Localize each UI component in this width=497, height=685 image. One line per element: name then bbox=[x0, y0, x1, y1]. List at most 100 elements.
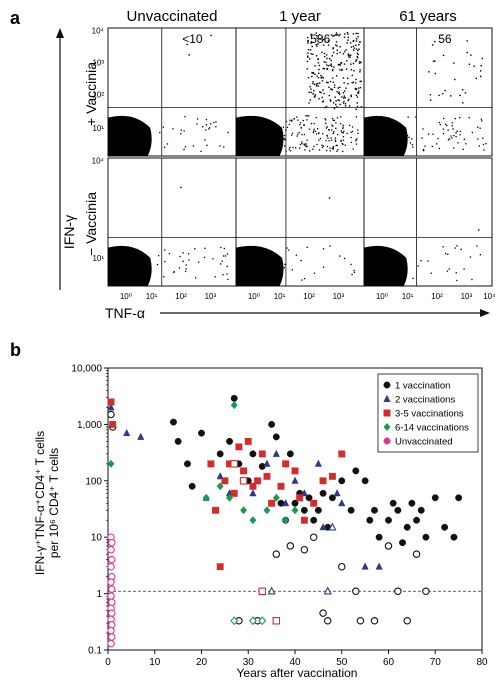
event-dot bbox=[339, 69, 341, 71]
event-dot bbox=[350, 263, 352, 266]
data-point bbox=[263, 472, 271, 480]
event-dot bbox=[442, 133, 445, 135]
event-dot bbox=[307, 52, 309, 54]
event-dot bbox=[436, 143, 438, 145]
event-dot bbox=[343, 97, 345, 99]
event-dot bbox=[205, 124, 208, 126]
data-point bbox=[268, 420, 276, 428]
event-dot bbox=[324, 118, 326, 120]
event-dot bbox=[350, 136, 352, 139]
flow-y-tick: 10³ bbox=[92, 59, 104, 68]
data-point-open bbox=[107, 538, 116, 547]
event-dot bbox=[223, 146, 225, 148]
event-dot bbox=[315, 32, 317, 34]
event-dot bbox=[323, 68, 326, 70]
event-dot bbox=[455, 132, 457, 134]
event-dot bbox=[321, 96, 323, 99]
event-dot bbox=[315, 83, 318, 85]
event-dot bbox=[332, 117, 334, 120]
data-point bbox=[366, 516, 374, 524]
event-dot bbox=[317, 43, 319, 45]
event-dot bbox=[358, 90, 360, 92]
event-dot bbox=[335, 34, 338, 36]
event-dot bbox=[205, 129, 207, 131]
event-dot bbox=[164, 260, 166, 263]
event-dot bbox=[339, 64, 342, 66]
event-dot bbox=[356, 105, 359, 108]
event-dot bbox=[322, 38, 325, 41]
x-tick-label: 10 bbox=[149, 657, 161, 668]
legend-marker bbox=[383, 381, 391, 389]
event-dot bbox=[358, 44, 360, 46]
data-point-open bbox=[370, 617, 379, 625]
legend-label: Unvaccinated bbox=[395, 437, 453, 448]
ifn-gamma-label: IFN-γ bbox=[61, 215, 77, 249]
event-dot bbox=[442, 128, 445, 130]
event-dot bbox=[459, 94, 461, 97]
event-dot bbox=[311, 75, 313, 78]
event-dot bbox=[330, 63, 332, 65]
event-dot bbox=[335, 144, 337, 146]
event-dot bbox=[348, 56, 350, 58]
col-title-unvaccinated: Unvaccinated bbox=[127, 8, 218, 25]
event-dot bbox=[415, 116, 417, 118]
event-dot bbox=[326, 67, 329, 70]
event-dot bbox=[330, 100, 332, 102]
event-dot bbox=[286, 247, 288, 249]
event-dot bbox=[434, 40, 436, 43]
data-point bbox=[328, 472, 336, 480]
event-dot bbox=[355, 82, 357, 84]
event-dot bbox=[214, 276, 216, 278]
data-point bbox=[123, 428, 131, 437]
data-point bbox=[291, 506, 299, 515]
event-dot bbox=[308, 102, 310, 104]
event-dot bbox=[305, 115, 307, 117]
event-dot bbox=[318, 64, 321, 67]
event-dot bbox=[325, 139, 327, 142]
event-dot bbox=[303, 124, 306, 126]
cell-population-blob bbox=[364, 115, 408, 156]
event-dot bbox=[357, 32, 359, 35]
event-count: 56 bbox=[438, 32, 452, 46]
event-dot bbox=[348, 54, 350, 56]
event-dot bbox=[471, 131, 473, 134]
event-dot bbox=[462, 89, 464, 91]
data-point bbox=[352, 467, 360, 475]
series-6-14-vaccinations bbox=[107, 401, 299, 626]
event-dot bbox=[314, 73, 316, 75]
data-point bbox=[314, 506, 322, 514]
event-dot bbox=[455, 136, 457, 138]
event-dot bbox=[312, 82, 314, 85]
event-dot bbox=[470, 54, 472, 56]
event-dot bbox=[295, 254, 297, 256]
event-dot bbox=[344, 103, 347, 105]
event-dot bbox=[310, 88, 312, 90]
event-dot bbox=[322, 133, 324, 135]
event-dot bbox=[291, 269, 293, 271]
event-dot bbox=[159, 131, 161, 134]
data-point bbox=[226, 493, 234, 502]
event-dot bbox=[303, 144, 306, 146]
event-dot bbox=[284, 145, 286, 147]
data-point-open bbox=[356, 617, 365, 625]
event-dot bbox=[463, 138, 465, 140]
data-point bbox=[249, 482, 257, 490]
event-dot bbox=[324, 40, 326, 43]
ifn-gamma-arrowhead bbox=[56, 28, 64, 38]
event-dot bbox=[316, 35, 318, 37]
event-dot bbox=[341, 142, 343, 145]
event-dot bbox=[335, 75, 338, 77]
row-label-minus-vaccinia: − Vaccinia bbox=[83, 192, 99, 256]
event-dot bbox=[424, 145, 426, 147]
event-dot bbox=[163, 146, 166, 148]
event-dot bbox=[428, 133, 430, 135]
event-dot bbox=[330, 88, 332, 90]
event-dot bbox=[454, 78, 456, 81]
event-dot bbox=[333, 86, 336, 89]
event-dot bbox=[342, 53, 345, 55]
event-dot bbox=[438, 94, 440, 97]
event-dot bbox=[326, 145, 329, 148]
event-dot bbox=[466, 40, 468, 42]
event-dot bbox=[332, 68, 334, 71]
data-point bbox=[296, 494, 304, 502]
